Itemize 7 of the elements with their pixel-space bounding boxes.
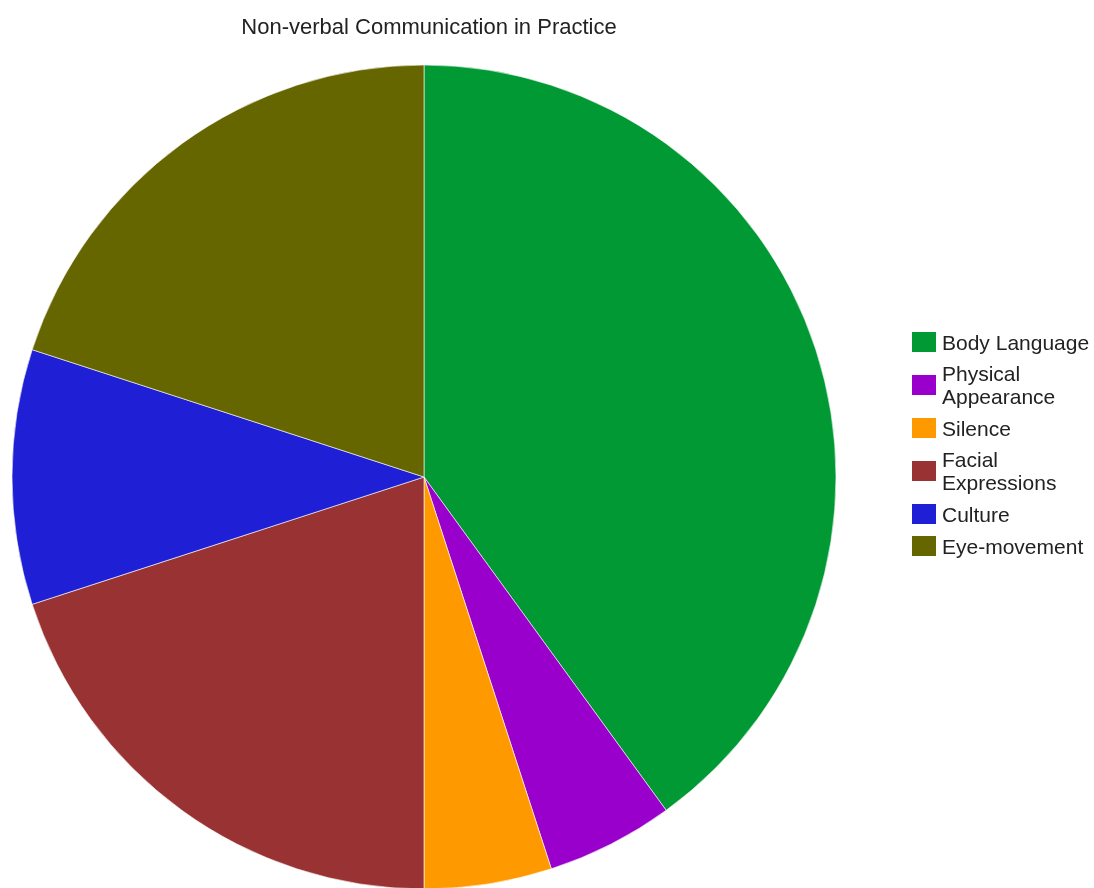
legend-label: Culture	[942, 502, 1010, 526]
chart-title: Non-verbal Communication in Practice	[241, 13, 617, 39]
legend-label: Physical Appearance	[942, 362, 1056, 408]
legend-label: Silence	[942, 416, 1011, 440]
legend-label: Facial Expressions	[942, 448, 1057, 494]
legend-label: Body Language	[942, 330, 1090, 354]
legend-label: Eye-movement	[942, 534, 1084, 558]
